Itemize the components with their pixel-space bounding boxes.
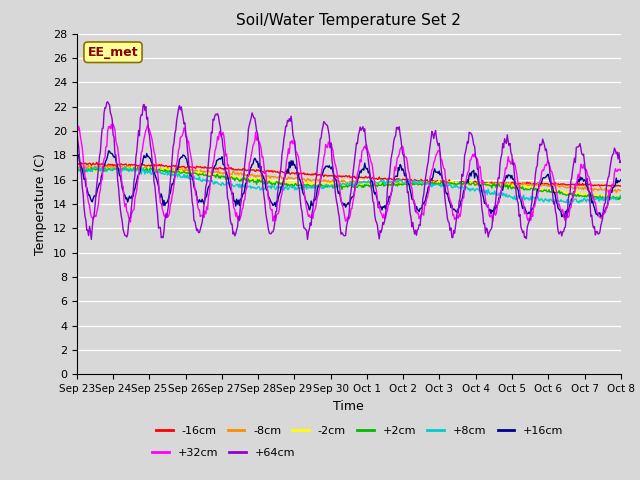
-2cm — [437, 180, 445, 185]
+8cm — [565, 201, 573, 206]
-16cm — [214, 167, 221, 172]
X-axis label: Time: Time — [333, 400, 364, 413]
+64cm — [214, 114, 222, 120]
+8cm — [91, 164, 99, 169]
-16cm — [611, 183, 619, 189]
-2cm — [214, 171, 221, 177]
+64cm — [321, 120, 328, 125]
+8cm — [170, 171, 178, 177]
+16cm — [437, 171, 445, 177]
-8cm — [73, 163, 81, 169]
+64cm — [73, 125, 81, 131]
+2cm — [617, 195, 625, 201]
+64cm — [171, 131, 179, 136]
+8cm — [214, 180, 221, 186]
+32cm — [483, 203, 491, 209]
+16cm — [214, 157, 221, 163]
+64cm — [484, 234, 492, 240]
+2cm — [214, 171, 221, 177]
-8cm — [214, 170, 221, 176]
-8cm — [170, 167, 178, 172]
+16cm — [170, 177, 178, 182]
+16cm — [320, 166, 328, 172]
-16cm — [617, 183, 625, 189]
-16cm — [93, 159, 100, 165]
+8cm — [483, 192, 491, 197]
-8cm — [320, 177, 328, 182]
Text: EE_met: EE_met — [88, 46, 138, 59]
+8cm — [617, 192, 625, 198]
Legend: +32cm, +64cm: +32cm, +64cm — [148, 444, 300, 463]
+32cm — [320, 155, 328, 160]
+64cm — [104, 99, 111, 105]
-8cm — [77, 162, 85, 168]
-8cm — [612, 190, 620, 195]
+16cm — [394, 165, 402, 170]
-8cm — [437, 180, 445, 185]
-2cm — [602, 196, 609, 202]
+32cm — [437, 157, 445, 163]
+2cm — [437, 180, 445, 185]
-2cm — [320, 181, 328, 187]
+64cm — [438, 172, 445, 178]
-16cm — [394, 176, 402, 182]
-2cm — [483, 181, 491, 187]
+8cm — [320, 186, 328, 192]
Line: +64cm: +64cm — [77, 102, 621, 240]
+2cm — [394, 180, 402, 186]
+16cm — [105, 148, 113, 154]
-2cm — [73, 166, 81, 172]
-8cm — [483, 181, 491, 187]
-16cm — [170, 163, 178, 168]
Line: -8cm: -8cm — [77, 165, 621, 192]
+32cm — [214, 134, 221, 140]
+16cm — [561, 215, 568, 220]
-16cm — [320, 174, 328, 180]
-2cm — [145, 164, 152, 170]
+32cm — [170, 181, 178, 187]
+2cm — [88, 165, 95, 170]
Line: +16cm: +16cm — [77, 151, 621, 217]
+32cm — [394, 154, 402, 160]
-2cm — [394, 180, 402, 186]
+64cm — [396, 124, 403, 130]
Title: Soil/Water Temperature Set 2: Soil/Water Temperature Set 2 — [236, 13, 461, 28]
+16cm — [483, 204, 491, 210]
+16cm — [73, 149, 81, 155]
+2cm — [73, 166, 81, 171]
-2cm — [617, 195, 625, 201]
+2cm — [170, 168, 178, 174]
Line: +32cm: +32cm — [77, 114, 621, 222]
+2cm — [320, 184, 328, 190]
+8cm — [394, 179, 402, 184]
+8cm — [73, 167, 81, 173]
Line: +8cm: +8cm — [77, 167, 621, 204]
+2cm — [600, 197, 608, 203]
Line: -2cm: -2cm — [77, 167, 621, 199]
-16cm — [73, 161, 81, 167]
+32cm — [127, 219, 134, 225]
-16cm — [437, 178, 445, 184]
+64cm — [88, 237, 95, 242]
+32cm — [617, 168, 625, 173]
+8cm — [437, 184, 445, 190]
+2cm — [483, 182, 491, 188]
Line: +2cm: +2cm — [77, 168, 621, 200]
-8cm — [394, 180, 402, 186]
-16cm — [483, 180, 491, 185]
-2cm — [170, 170, 178, 176]
+16cm — [617, 177, 625, 183]
+64cm — [617, 158, 625, 164]
Y-axis label: Temperature (C): Temperature (C) — [35, 153, 47, 255]
+32cm — [73, 111, 81, 117]
-8cm — [617, 188, 625, 193]
Line: -16cm: -16cm — [77, 162, 621, 186]
